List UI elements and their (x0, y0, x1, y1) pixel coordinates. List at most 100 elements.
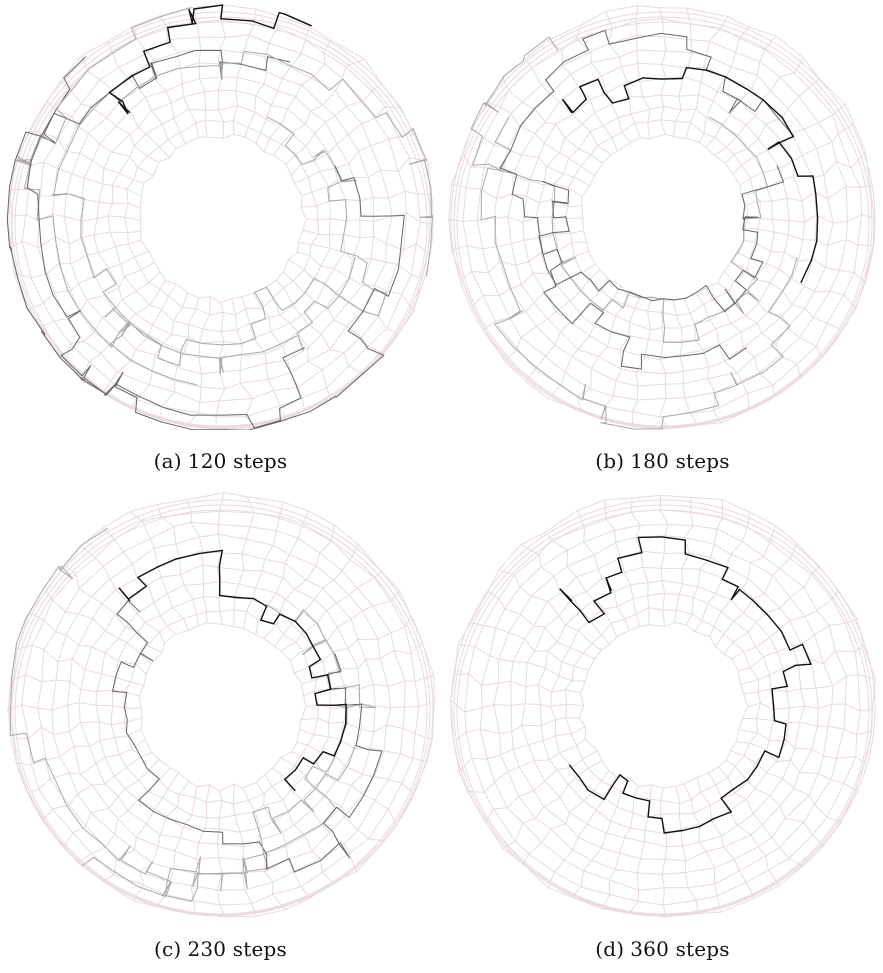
mesh-edge (675, 121, 690, 122)
walk-segment (254, 599, 267, 607)
mesh-edge (375, 262, 386, 285)
mesh-edge (572, 666, 574, 681)
mesh-edge (248, 112, 255, 127)
mesh-edge (105, 639, 119, 653)
mesh-edge (349, 588, 357, 595)
mesh-edge (604, 310, 615, 316)
mesh-edge (421, 222, 431, 224)
mesh-edge (26, 190, 29, 215)
mesh-edge (607, 821, 611, 833)
mesh-edge (827, 295, 844, 323)
mesh-edge (91, 808, 109, 812)
mesh-edge (319, 234, 330, 235)
mesh-edge (743, 707, 748, 718)
mesh-edge (235, 812, 255, 816)
mesh-edge (555, 184, 569, 188)
mesh-edge (350, 560, 374, 578)
mesh-edge (159, 140, 168, 147)
mesh-edge (857, 731, 872, 734)
mesh-edge (293, 281, 305, 293)
walk-segment (362, 311, 378, 316)
mesh-edge (732, 67, 758, 75)
walk-segment (279, 13, 284, 14)
mesh-edge (661, 106, 664, 119)
mesh-edge (617, 807, 633, 813)
mesh-edge (346, 199, 361, 200)
mesh-edge (662, 859, 665, 874)
walk-segment (285, 770, 296, 779)
mesh-edge (565, 138, 579, 149)
mesh-edge (690, 304, 704, 313)
mesh-edge (559, 676, 572, 681)
mesh-edge (813, 175, 824, 178)
mesh-edge (846, 240, 858, 245)
mesh-edge (136, 824, 146, 837)
mesh-edge (116, 850, 134, 860)
mesh-edge (240, 363, 266, 370)
mesh-edge (292, 742, 297, 752)
mesh-edge (513, 749, 519, 767)
mesh-edge (344, 817, 358, 830)
mesh-edge (344, 794, 362, 817)
mesh-edge (99, 722, 100, 741)
walk-segment (144, 42, 170, 51)
mesh-edge (163, 789, 168, 797)
mesh-edge (770, 630, 780, 638)
mesh-edge (749, 512, 775, 526)
mesh-edge (617, 598, 633, 607)
mesh-edge (700, 569, 723, 578)
mesh-edge (648, 122, 650, 139)
walk-segment (745, 217, 757, 218)
mesh-edge (200, 79, 205, 92)
mesh-edge (534, 292, 545, 302)
walk-segment (261, 620, 274, 624)
mesh-edge (149, 325, 152, 335)
mesh-edge (389, 198, 392, 216)
mesh-edge (556, 736, 560, 753)
walk-segment (763, 172, 768, 187)
mesh-edge (394, 650, 405, 681)
mesh-edge (256, 133, 261, 143)
mesh-edge (303, 230, 319, 234)
mesh-edge (687, 8, 691, 24)
walk-segment (349, 796, 363, 818)
mesh-edge (308, 361, 322, 370)
mesh-edge (240, 383, 252, 398)
walk-segment (326, 285, 337, 295)
mesh-edge (58, 139, 65, 152)
mesh-edge (535, 134, 544, 144)
walk-segment (178, 66, 202, 68)
mesh-edge (490, 656, 499, 659)
mesh-edge (555, 233, 570, 234)
mesh-edge (676, 786, 680, 804)
mesh-edge (804, 123, 819, 129)
mesh-edge (529, 741, 544, 745)
walk-segment (109, 93, 123, 102)
mesh-edge (545, 770, 557, 781)
mesh-edge (72, 645, 79, 659)
mesh-edge (247, 497, 283, 502)
mesh-edge (736, 38, 740, 52)
mesh-edge (571, 62, 592, 74)
mesh-edge (145, 616, 160, 623)
mesh-edge (161, 575, 180, 577)
mesh-edge (683, 379, 707, 384)
mesh-edge (851, 168, 860, 187)
mesh-edge (12, 215, 26, 216)
mesh-edge (591, 369, 616, 381)
walk-segment (752, 600, 767, 615)
mesh-edge (680, 799, 691, 803)
mesh-edge (811, 659, 824, 664)
walk-segment (811, 241, 817, 261)
walk-segment (323, 752, 334, 756)
mesh-edge (566, 718, 571, 734)
walk-segment (66, 805, 83, 829)
mesh-edge (273, 531, 276, 546)
walk-path (471, 37, 797, 429)
walk-segment (289, 800, 301, 811)
mesh-edge (579, 706, 583, 718)
mesh-edge (546, 668, 560, 676)
walk-segment (157, 559, 176, 567)
walk-segment (141, 757, 147, 768)
mesh-edge (146, 663, 151, 674)
